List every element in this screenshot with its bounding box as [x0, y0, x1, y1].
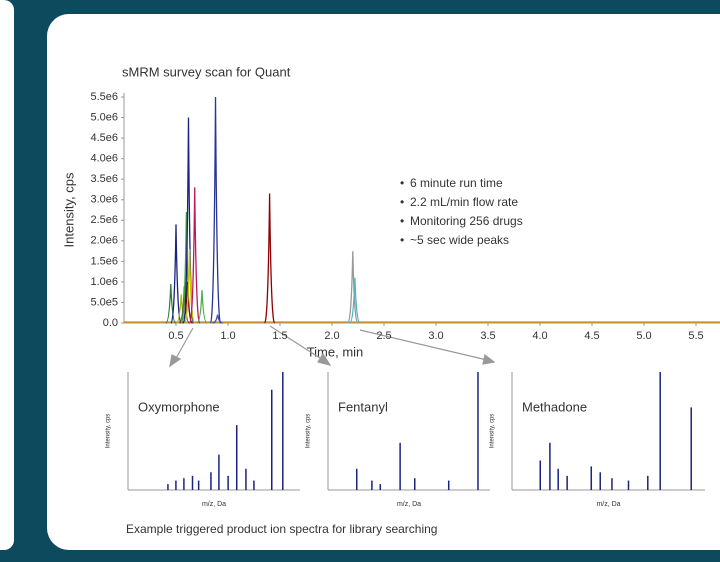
y-tick-label: 3.0e6 — [90, 194, 118, 206]
chart-title: sMRM survey scan for Quant — [122, 64, 291, 79]
annotation: Monitoring 256 drugs — [410, 214, 523, 228]
x-tick-label: 3.0 — [428, 330, 443, 342]
arrowhead — [482, 353, 496, 365]
x-tick-label: 1.5 — [272, 330, 287, 342]
peak — [349, 277, 361, 324]
x-tick-label: 4.0 — [532, 330, 547, 342]
arrow — [269, 325, 324, 361]
peak — [196, 290, 208, 324]
x-tick-label: 2.0 — [324, 330, 339, 342]
y-tick-label: 5.0e6 — [90, 111, 118, 123]
y-axis-label: Intensity, cps — [61, 172, 76, 247]
spectrum-title: Oxymorphone — [138, 399, 220, 414]
x-tick-label: 1.0 — [220, 330, 235, 342]
peak — [189, 187, 201, 324]
x-tick-label: 4.5 — [584, 330, 599, 342]
spectrum-title: Methadone — [522, 399, 587, 414]
y-tick-label: 0.0 — [103, 317, 118, 329]
spectrum-title: Fentanyl — [338, 399, 388, 414]
spectrum-x-label: m/z, Da — [397, 501, 421, 508]
spectrum-y-label: Intensity, cps — [490, 414, 496, 449]
peak — [165, 283, 177, 324]
y-tick-label: 2.0e6 — [90, 235, 118, 247]
arrows — [169, 325, 496, 368]
y-tick-label: 5.5e6 — [90, 91, 118, 103]
footer: Example triggered product ion spectra fo… — [126, 522, 437, 536]
x-tick-label: 5.0 — [636, 330, 651, 342]
y-tick-label: 4.0e6 — [90, 153, 118, 165]
peak — [347, 251, 359, 324]
y-tick-label: 1.0e6 — [90, 276, 118, 288]
left-panel-edge — [0, 0, 14, 550]
y-tick-label: 5.0e5 — [90, 296, 118, 308]
bullet: • — [400, 195, 404, 209]
peak — [183, 249, 196, 324]
annotation: ~5 sec wide peaks — [410, 233, 509, 247]
annotations: • • • • 6 minute run time 2.2 mL/min flo… — [400, 176, 523, 247]
y-tick-label: 1.5e6 — [90, 255, 118, 267]
peak — [212, 314, 223, 324]
annotation: 6 minute run time — [410, 176, 503, 190]
bullet: • — [400, 176, 404, 190]
bullet: • — [400, 233, 404, 247]
x-tick-label: 3.5 — [480, 330, 495, 342]
bullet: • — [400, 214, 404, 228]
annotation: 2.2 mL/min flow rate — [410, 195, 518, 209]
y-tick-label: 2.5e6 — [90, 214, 118, 226]
y-tick-label: 3.5e6 — [90, 173, 118, 185]
x-tick-label: 0.5 — [168, 330, 183, 342]
x-axis-label: Time, min — [307, 344, 364, 359]
peak — [263, 193, 276, 324]
x-tick-label: 2.5 — [376, 330, 391, 342]
y-tick-label: 4.5e6 — [90, 132, 118, 144]
spectrum-y-label: Intensity, cps — [106, 414, 112, 449]
arrow — [174, 327, 194, 361]
panel — [47, 14, 720, 550]
arrowhead — [317, 352, 332, 366]
peak — [209, 96, 222, 324]
x-tick-label: 5.5 — [688, 330, 703, 342]
spectrum-x-label: m/z, Da — [202, 501, 226, 508]
spectrum-x-label: m/z, Da — [596, 501, 620, 508]
spectrum-y-label: Intensity, cps — [306, 414, 312, 449]
arrowhead — [169, 354, 182, 368]
arrow — [359, 329, 488, 361]
